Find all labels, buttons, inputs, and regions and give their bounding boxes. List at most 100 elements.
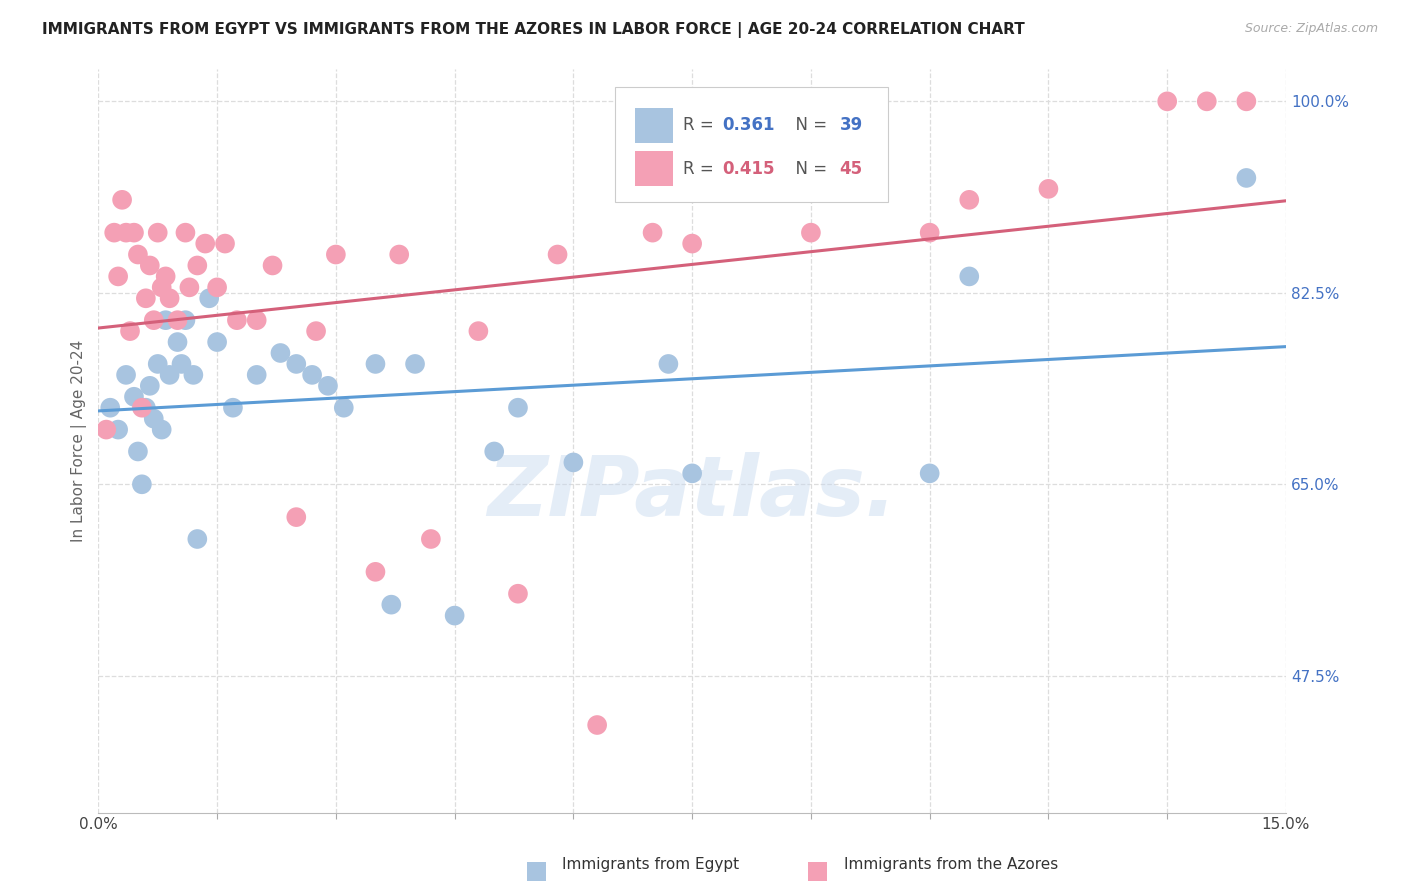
Point: [301, 368, 323, 382]
Point: [305, 324, 328, 338]
Point: [142, 313, 165, 327]
Text: ZIPatlas.: ZIPatlas.: [488, 452, 897, 533]
Point: [170, 357, 193, 371]
Point: [166, 313, 188, 327]
Point: [205, 280, 228, 294]
Point: [122, 390, 145, 404]
Point: [155, 269, 177, 284]
Point: [174, 313, 197, 327]
Point: [142, 411, 165, 425]
Point: [225, 313, 247, 327]
Text: Immigrants from Egypt: Immigrants from Egypt: [562, 857, 740, 872]
Point: [586, 718, 609, 732]
Point: [325, 247, 347, 261]
Point: [103, 226, 125, 240]
Point: [179, 280, 201, 294]
Text: IMMIGRANTS FROM EGYPT VS IMMIGRANTS FROM THE AZORES IN LABOR FORCE | AGE 20-24 C: IMMIGRANTS FROM EGYPT VS IMMIGRANTS FROM…: [42, 22, 1025, 38]
Text: 45: 45: [839, 160, 862, 178]
Point: [98, 401, 121, 415]
Point: [918, 467, 941, 481]
Point: [333, 401, 356, 415]
Point: [1234, 170, 1257, 185]
Point: [918, 226, 941, 240]
Point: [214, 236, 236, 251]
Point: [316, 379, 339, 393]
Y-axis label: In Labor Force | Age 20-24: In Labor Force | Age 20-24: [72, 339, 87, 541]
Point: [222, 401, 245, 415]
Point: [183, 368, 205, 382]
Point: [186, 259, 208, 273]
Point: [131, 401, 153, 415]
Point: [388, 247, 411, 261]
Point: [159, 291, 181, 305]
Point: [166, 334, 188, 349]
Point: [118, 324, 141, 338]
Point: [404, 357, 426, 371]
Text: 0.361: 0.361: [721, 116, 775, 135]
Point: [135, 291, 157, 305]
Point: [139, 379, 162, 393]
Point: [657, 357, 679, 371]
Point: [246, 313, 269, 327]
Text: Source: ZipAtlas.com: Source: ZipAtlas.com: [1244, 22, 1378, 36]
FancyBboxPatch shape: [614, 87, 889, 202]
Point: [246, 368, 269, 382]
Point: [174, 226, 197, 240]
Point: [139, 259, 162, 273]
Point: [269, 346, 291, 360]
Point: [364, 357, 387, 371]
Point: [96, 423, 118, 437]
Point: [285, 510, 308, 524]
FancyBboxPatch shape: [636, 151, 673, 186]
Point: [111, 193, 134, 207]
Point: [205, 334, 228, 349]
Point: [146, 226, 169, 240]
Point: [285, 357, 308, 371]
Point: [957, 269, 980, 284]
Point: [380, 598, 402, 612]
Point: [443, 608, 465, 623]
Point: [1195, 95, 1218, 109]
Text: R =: R =: [683, 116, 718, 135]
Point: [262, 259, 284, 273]
Point: [150, 423, 173, 437]
Point: [484, 444, 506, 458]
Text: 0.415: 0.415: [721, 160, 775, 178]
Point: [107, 423, 129, 437]
Point: [127, 247, 149, 261]
Point: [115, 226, 138, 240]
Point: [131, 477, 153, 491]
Point: [107, 269, 129, 284]
Point: [364, 565, 387, 579]
Point: [135, 401, 157, 415]
Point: [146, 357, 169, 371]
Point: [562, 455, 585, 469]
Point: [681, 236, 703, 251]
Text: Immigrants from the Azores: Immigrants from the Azores: [844, 857, 1057, 872]
Point: [1038, 182, 1060, 196]
Text: 39: 39: [839, 116, 863, 135]
Point: [419, 532, 441, 546]
Point: [198, 291, 221, 305]
Text: N =: N =: [785, 160, 832, 178]
Point: [127, 444, 149, 458]
Point: [506, 587, 529, 601]
Point: [506, 401, 529, 415]
Point: [641, 226, 664, 240]
Point: [800, 226, 823, 240]
Point: [681, 467, 703, 481]
Point: [155, 313, 177, 327]
Point: [115, 368, 138, 382]
Point: [547, 247, 569, 261]
FancyBboxPatch shape: [636, 108, 673, 144]
Point: [122, 226, 145, 240]
Point: [1156, 95, 1178, 109]
Point: [150, 280, 173, 294]
Text: R =: R =: [683, 160, 718, 178]
Point: [1234, 95, 1257, 109]
Point: [467, 324, 489, 338]
Point: [186, 532, 208, 546]
Text: N =: N =: [785, 116, 832, 135]
Point: [194, 236, 217, 251]
Point: [957, 193, 980, 207]
